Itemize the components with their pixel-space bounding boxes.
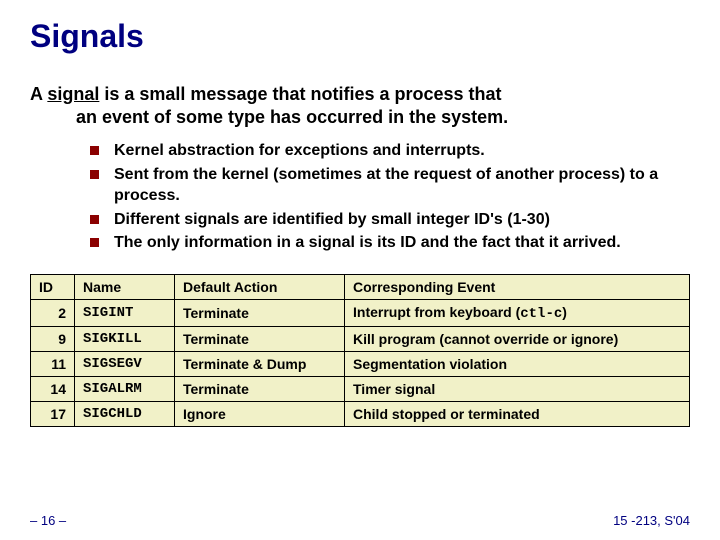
cell-name: SIGSEGV (75, 351, 175, 376)
list-item: Different signals are identified by smal… (90, 209, 690, 231)
cell-id: 2 (31, 299, 75, 326)
cell-id: 17 (31, 401, 75, 426)
def-line1-rest: is a small message that notifies a proce… (99, 84, 501, 104)
cell-name: SIGCHLD (75, 401, 175, 426)
cell-id: 11 (31, 351, 75, 376)
table-row: 11 SIGSEGV Terminate & Dump Segmentation… (31, 351, 690, 376)
cell-action: Terminate (175, 326, 345, 351)
slide-number: – 16 – (30, 513, 66, 528)
table-header-row: ID Name Default Action Corresponding Eve… (31, 274, 690, 299)
table-row: 17 SIGCHLD Ignore Child stopped or termi… (31, 401, 690, 426)
cell-event: Timer signal (345, 376, 690, 401)
main-definition: A signal is a small message that notifie… (30, 83, 690, 128)
list-item: Sent from the kernel (sometimes at the r… (90, 164, 690, 207)
cell-name: SIGKILL (75, 326, 175, 351)
cell-name: SIGALRM (75, 376, 175, 401)
cell-event: Kill program (cannot override or ignore) (345, 326, 690, 351)
list-item: The only information in a signal is its … (90, 232, 690, 254)
cell-id: 14 (31, 376, 75, 401)
cell-event: Interrupt from keyboard (ctl-c) (345, 299, 690, 326)
signals-table: ID Name Default Action Corresponding Eve… (30, 274, 690, 427)
cell-name: SIGINT (75, 299, 175, 326)
cell-action: Ignore (175, 401, 345, 426)
table-row: 2 SIGINT Terminate Interrupt from keyboa… (31, 299, 690, 326)
def-prefix: A (30, 84, 47, 104)
cell-action: Terminate (175, 299, 345, 326)
list-item: Kernel abstraction for exceptions and in… (90, 140, 690, 162)
cell-action: Terminate (175, 376, 345, 401)
table-row: 9 SIGKILL Terminate Kill program (cannot… (31, 326, 690, 351)
col-event-header: Corresponding Event (345, 274, 690, 299)
col-id-header: ID (31, 274, 75, 299)
table-row: 14 SIGALRM Terminate Timer signal (31, 376, 690, 401)
bullet-list: Kernel abstraction for exceptions and in… (30, 140, 690, 254)
cell-action: Terminate & Dump (175, 351, 345, 376)
cell-id: 9 (31, 326, 75, 351)
def-signal-word: signal (47, 84, 99, 104)
def-line2: an event of some type has occurred in th… (30, 106, 690, 129)
course-id: 15 -213, S'04 (613, 513, 690, 528)
col-action-header: Default Action (175, 274, 345, 299)
slide-title: Signals (30, 18, 690, 55)
cell-event: Segmentation violation (345, 351, 690, 376)
col-name-header: Name (75, 274, 175, 299)
cell-event: Child stopped or terminated (345, 401, 690, 426)
